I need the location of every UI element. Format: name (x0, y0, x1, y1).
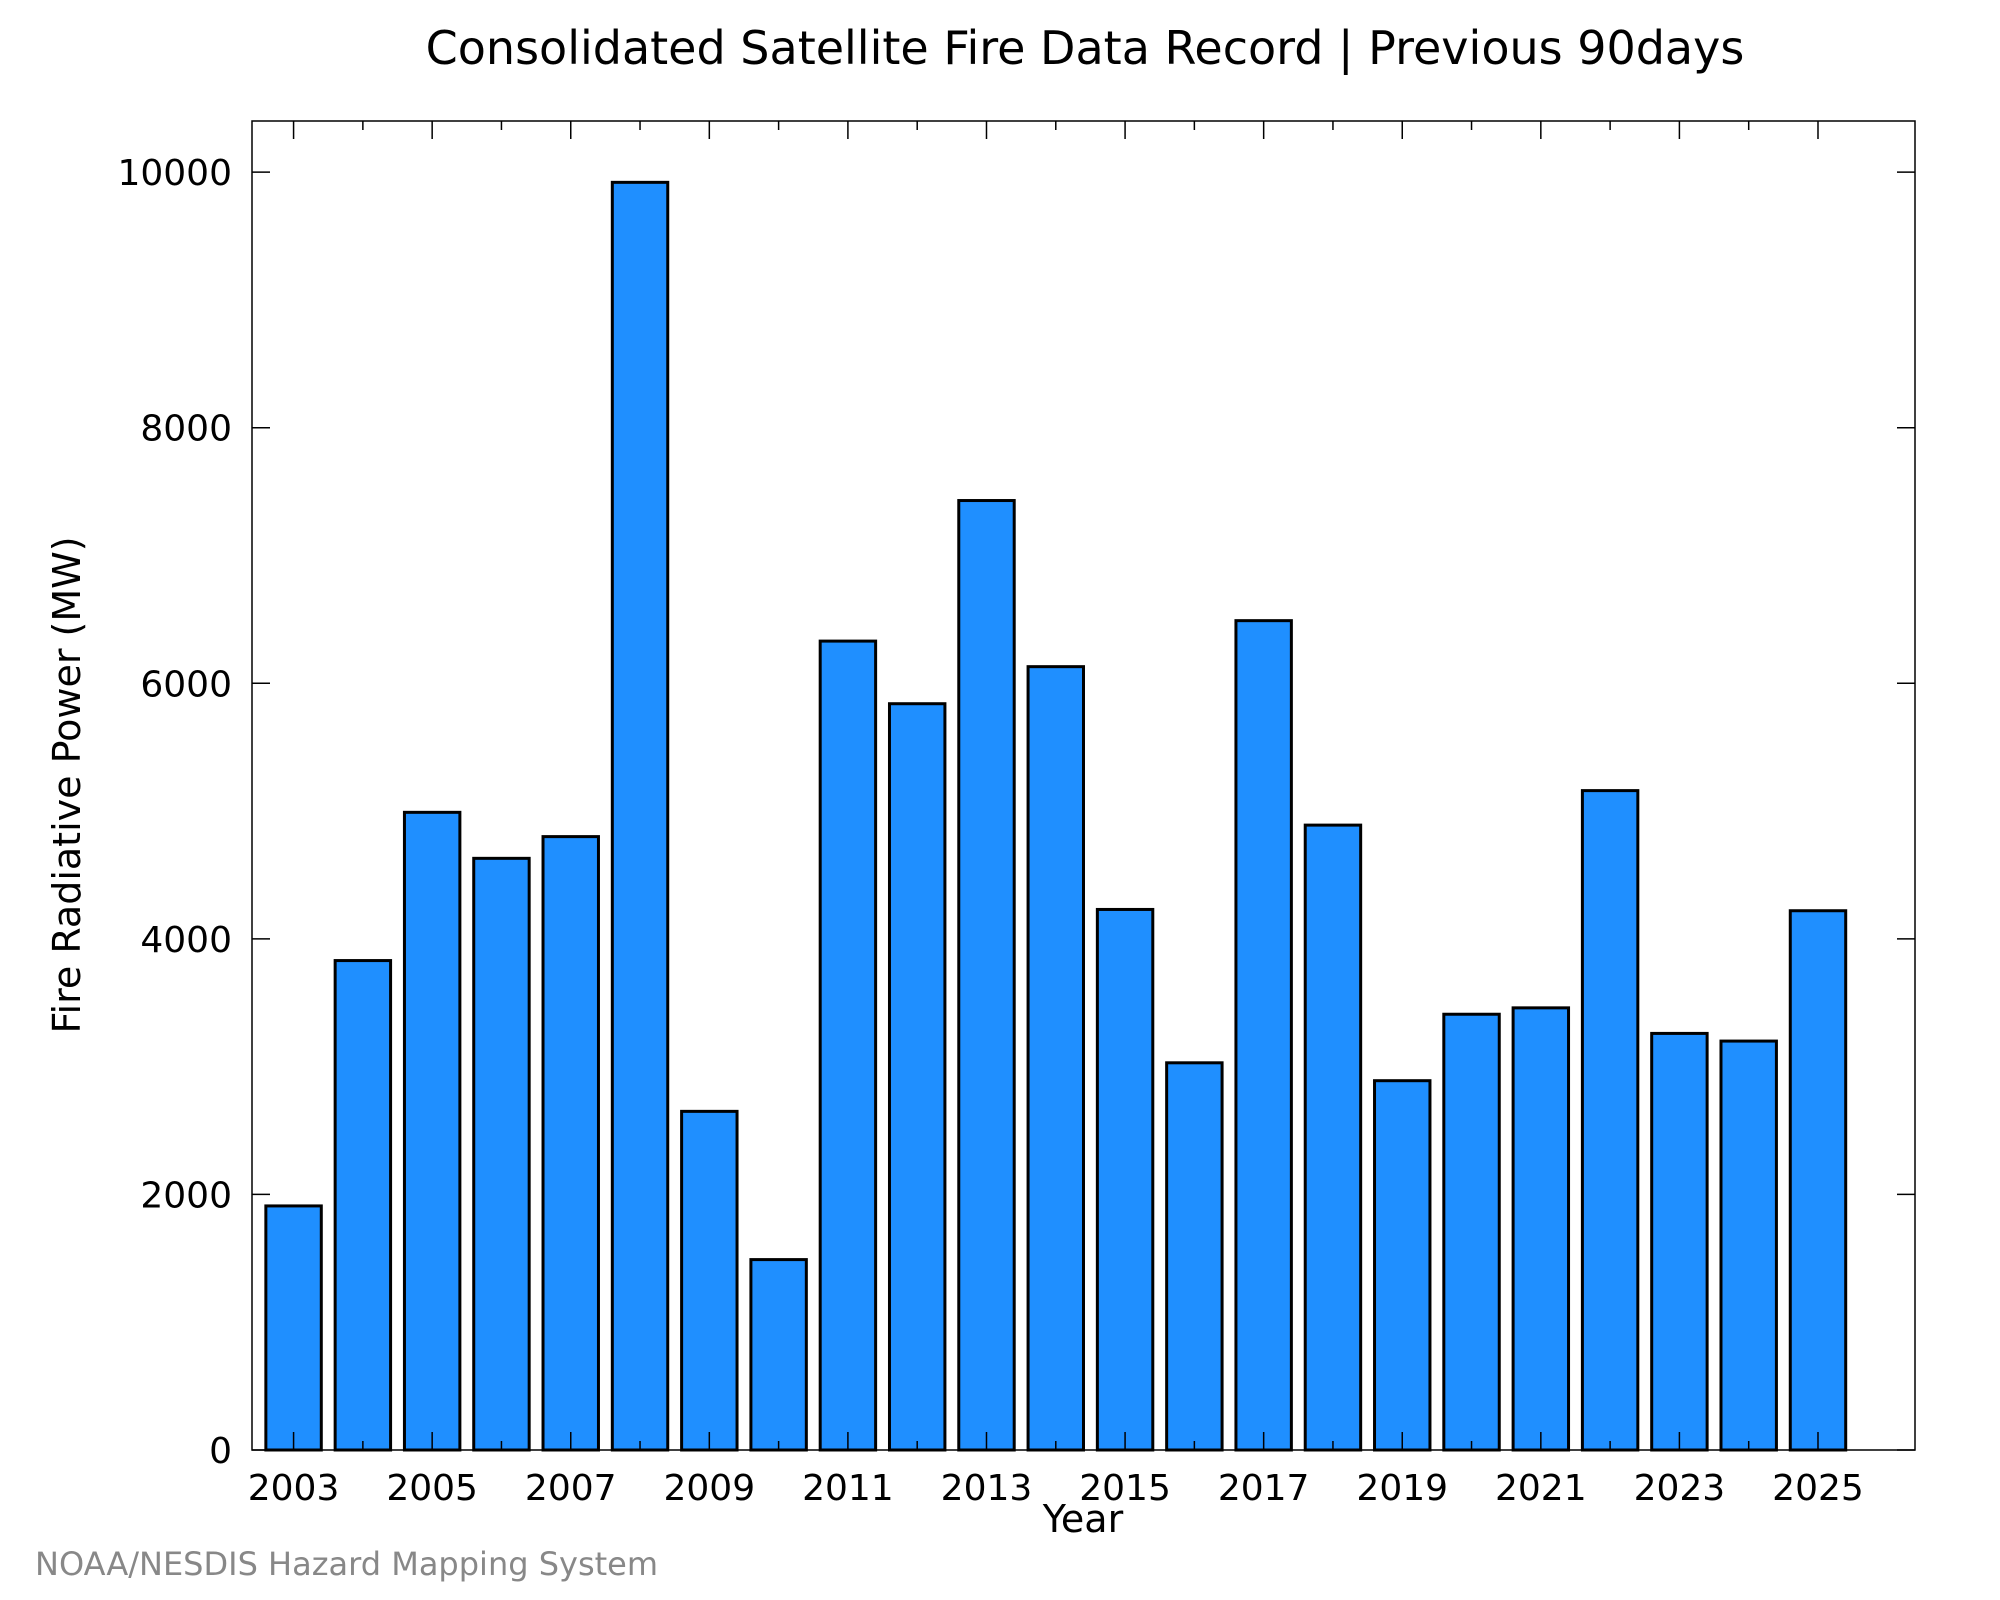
bar-2018 (1303, 823, 1363, 1452)
y-tick-label: 0 (209, 1431, 232, 1472)
bar-2022 (1580, 789, 1640, 1452)
y-tick-label: 2000 (140, 1175, 232, 1216)
bar-2019 (1373, 1079, 1432, 1452)
bar-2016 (1165, 1061, 1224, 1452)
bar-2023 (1650, 1031, 1709, 1452)
bar-2004 (333, 959, 393, 1452)
x-tick-label: 2005 (386, 1468, 478, 1509)
x-axis-label: Year (1042, 1497, 1124, 1541)
y-axis-label: Fire Radiative Power (MW) (45, 536, 89, 1033)
x-tick-label: 2003 (248, 1468, 340, 1509)
x-tick-label: 2009 (664, 1468, 756, 1509)
bar-2012 (887, 702, 947, 1452)
bar-2015 (1095, 907, 1155, 1452)
bar-2003 (264, 1204, 323, 1452)
bar-2021 (1511, 1006, 1571, 1452)
bars-layer (264, 180, 1848, 1452)
x-tick-label: 2007 (525, 1468, 617, 1509)
y-tick-label: 10000 (117, 153, 232, 194)
bar-2024 (1719, 1039, 1778, 1452)
x-tick-label: 2021 (1495, 1468, 1587, 1509)
x-tick-label: 2025 (1772, 1468, 1864, 1509)
credit-text: NOAA/NESDIS Hazard Mapping System (35, 1545, 658, 1583)
x-tick-label: 2011 (802, 1468, 894, 1509)
x-tick-label: 2013 (941, 1468, 1033, 1509)
y-tick-label: 8000 (140, 409, 232, 450)
x-tick-label: 2017 (1218, 1468, 1310, 1509)
bar-2025 (1788, 909, 1848, 1452)
y-tick-label: 6000 (140, 664, 232, 705)
x-tick-label: 2023 (1634, 1468, 1726, 1509)
x-tick-label: 2019 (1356, 1468, 1448, 1509)
bar-2013 (957, 499, 1016, 1452)
bar-2008 (610, 180, 670, 1452)
bar-2006 (472, 856, 531, 1452)
bar-2007 (541, 835, 600, 1452)
bar-2020 (1442, 1012, 1501, 1452)
y-tick-label: 4000 (140, 920, 232, 961)
bar-2011 (818, 639, 878, 1452)
chart-title: Consolidated Satellite Fire Data Record … (426, 21, 1745, 76)
bar-2017 (1234, 619, 1293, 1452)
bar-2009 (680, 1109, 739, 1452)
plot-frame (251, 120, 1916, 1451)
ticks-layer: 0 2000 4000 6000 8000 10000 2003 2005 2007 2009 20… (117, 121, 1915, 1509)
bar-2014 (1026, 665, 1085, 1452)
x-tick-label: 2015 (1079, 1468, 1171, 1509)
bar-2010 (749, 1258, 808, 1452)
bar-2005 (402, 810, 462, 1452)
